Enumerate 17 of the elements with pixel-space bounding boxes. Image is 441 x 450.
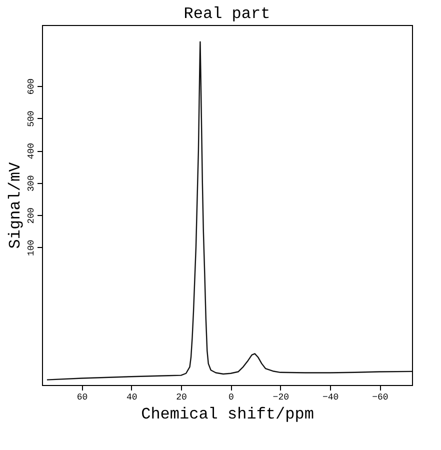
x-tick-label: −20 xyxy=(272,392,289,402)
x-tick-label: 40 xyxy=(126,392,138,402)
x-tick-label: −60 xyxy=(372,392,388,402)
y-tick-label: 200 xyxy=(26,208,36,224)
x-tick-label: −40 xyxy=(322,392,339,402)
y-axis-title: Signal/mV xyxy=(6,162,24,249)
y-tick-label: 600 xyxy=(26,78,36,95)
y-tick-label: 300 xyxy=(26,175,36,192)
line-series xyxy=(46,41,413,380)
y-tick-label: 500 xyxy=(26,110,36,127)
y-tick-label: 100 xyxy=(26,240,36,256)
x-tick-label: 60 xyxy=(76,392,88,402)
x-tick-label: 0 xyxy=(228,392,234,402)
y-tick-label: 400 xyxy=(26,142,36,160)
x-axis-title: Chemical shift/ppm xyxy=(141,406,314,424)
chart-title: Real part xyxy=(184,5,270,23)
x-tick-label: 20 xyxy=(176,392,187,402)
